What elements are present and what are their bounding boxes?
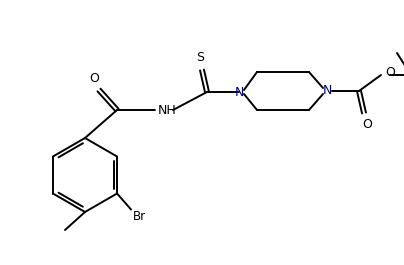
Text: S: S — [196, 51, 204, 64]
Text: N: N — [234, 86, 244, 99]
Text: Br: Br — [133, 210, 146, 223]
Text: O: O — [362, 118, 372, 131]
Text: NH: NH — [158, 104, 177, 117]
Text: O: O — [89, 72, 99, 85]
Text: N: N — [322, 85, 332, 98]
Text: O: O — [385, 67, 395, 80]
